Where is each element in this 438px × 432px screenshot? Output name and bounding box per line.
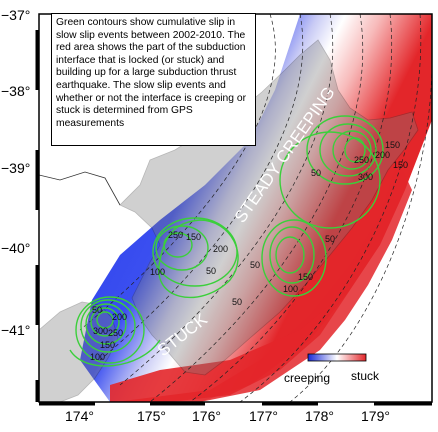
contour-label: 250 (108, 328, 123, 338)
y-tick-label: −38° (1, 83, 30, 99)
contour-label: 100 (90, 352, 105, 362)
contour-label: 50 (250, 260, 260, 270)
contour-label: 150 (100, 340, 115, 350)
contour-label: 150 (385, 140, 400, 150)
contour-label: 150 (298, 272, 313, 282)
y-tick-label: −41° (1, 322, 30, 338)
contour-label: 100 (283, 284, 298, 294)
caption-box: Green contours show cumulative slip in s… (51, 13, 256, 146)
slow-slip-contours (69, 115, 384, 367)
y-tick-label: −39° (1, 160, 30, 176)
contour-label: 250 (168, 230, 183, 240)
x-tick-label: 177° (249, 408, 278, 424)
stuck-zone-south (110, 290, 350, 402)
y-axis-ticks: −37° −38° −39° −40° −41° (1, 7, 30, 338)
contour-label: 50 (92, 305, 102, 315)
contour-label: 200 (213, 244, 228, 254)
west-coast-outline (39, 171, 121, 206)
contour-label: 300 (358, 172, 373, 182)
x-tick-label: 178° (305, 408, 334, 424)
legend-stuck-label: stuck (351, 369, 380, 383)
caption-text: Green contours show cumulative slip in s… (56, 17, 247, 129)
contour-label: 50 (325, 234, 335, 244)
contour-label: 50 (206, 266, 216, 276)
contour-label: 250 (354, 155, 369, 165)
contour-label: 300 (93, 326, 108, 336)
legend-colorbar (307, 353, 367, 362)
y-tick-label: −37° (1, 7, 30, 23)
x-tick-label: 176° (192, 408, 221, 424)
contour-label: 50 (232, 297, 242, 307)
x-tick-label: 174° (65, 408, 94, 424)
contour-label: 150 (393, 160, 408, 170)
legend-creeping-label: creeping (284, 371, 330, 385)
stuck-zone (110, 160, 412, 402)
slip-model-swath (80, 14, 432, 402)
y-tick-label: −40° (1, 240, 30, 256)
contour-label: 200 (375, 150, 390, 160)
contour-label: 50 (311, 168, 321, 178)
x-axis-ticks: 174° 175° 176° 177° 178° 179° (65, 408, 390, 424)
contour-label: 200 (112, 312, 127, 322)
interface-depth-contours (79, 14, 432, 402)
x-tick-label: 179° (361, 408, 390, 424)
contour-label: 150 (186, 232, 201, 242)
x-tick-label: 175° (137, 408, 166, 424)
frame-scale-bars (35, 30, 432, 406)
south-island-land (39, 301, 119, 402)
contour-label: 100 (150, 267, 165, 277)
